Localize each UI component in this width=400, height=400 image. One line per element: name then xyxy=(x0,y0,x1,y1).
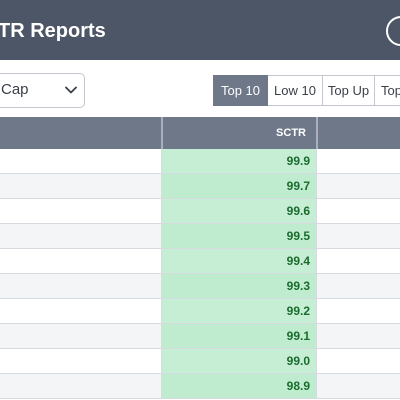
table-row[interactable]: 99.2 xyxy=(0,299,400,324)
table-row[interactable]: 99.7 xyxy=(0,174,400,199)
table-row[interactable]: 99.0 xyxy=(0,349,400,374)
extra-cell xyxy=(317,174,400,198)
sctr-cell: 98.9 xyxy=(162,374,317,398)
tab-top-partial[interactable]: Top xyxy=(375,75,400,106)
table-body: 99.9 99.7 99.6 99.5 99.4 99.3 99.2 99.1 … xyxy=(0,149,400,399)
symbol-cell xyxy=(0,349,162,373)
extra-cell xyxy=(317,199,400,223)
more-options-button[interactable]: ⋮ xyxy=(386,16,400,46)
sctr-cell: 99.9 xyxy=(162,149,317,173)
symbol-cell xyxy=(0,374,162,398)
tab-top-up[interactable]: Top Up xyxy=(323,75,375,106)
column-header-sctr[interactable]: SCTR xyxy=(276,127,306,139)
sctr-cell: 99.7 xyxy=(162,174,317,198)
sctr-cell: 99.0 xyxy=(162,349,317,373)
sctr-cell: 99.2 xyxy=(162,299,317,323)
tab-low-10[interactable]: Low 10 xyxy=(268,75,323,106)
extra-cell xyxy=(317,274,400,298)
app-header: TR Reports ⋮ xyxy=(0,0,400,60)
symbol-cell xyxy=(0,324,162,348)
category-select[interactable]: Cap xyxy=(0,73,85,108)
symbol-cell xyxy=(0,299,162,323)
symbol-cell xyxy=(0,149,162,173)
table-row[interactable]: 99.3 xyxy=(0,274,400,299)
symbol-cell xyxy=(0,199,162,223)
symbol-cell xyxy=(0,224,162,248)
sctr-cell: 99.4 xyxy=(162,249,317,273)
table-row[interactable]: 99.9 xyxy=(0,149,400,174)
sctr-cell: 99.5 xyxy=(162,224,317,248)
extra-cell xyxy=(317,299,400,323)
column-divider xyxy=(161,117,163,149)
ellipsis-vertical-icon: ⋮ xyxy=(396,22,400,38)
table-row[interactable]: 99.4 xyxy=(0,249,400,274)
sctr-cell: 99.1 xyxy=(162,324,317,348)
column-divider xyxy=(316,117,318,149)
table-header: SCTR xyxy=(0,117,400,149)
extra-cell xyxy=(317,349,400,373)
chevron-down-icon xyxy=(65,86,77,94)
tab-top-10[interactable]: Top 10 xyxy=(213,75,268,106)
extra-cell xyxy=(317,249,400,273)
table-row[interactable]: 99.6 xyxy=(0,199,400,224)
symbol-cell xyxy=(0,174,162,198)
sctr-cell: 99.6 xyxy=(162,199,317,223)
extra-cell xyxy=(317,324,400,348)
table-row[interactable]: 98.9 xyxy=(0,374,400,399)
category-select-value: Cap xyxy=(1,81,29,98)
extra-cell xyxy=(317,224,400,248)
symbol-cell xyxy=(0,274,162,298)
sctr-cell: 99.3 xyxy=(162,274,317,298)
page-title: TR Reports xyxy=(0,20,106,42)
symbol-cell xyxy=(0,249,162,273)
extra-cell xyxy=(317,149,400,173)
report-tabs: Top 10 Low 10 Top Up Top xyxy=(213,75,400,106)
table-row[interactable]: 99.5 xyxy=(0,224,400,249)
table-row[interactable]: 99.1 xyxy=(0,324,400,349)
extra-cell xyxy=(317,374,400,398)
